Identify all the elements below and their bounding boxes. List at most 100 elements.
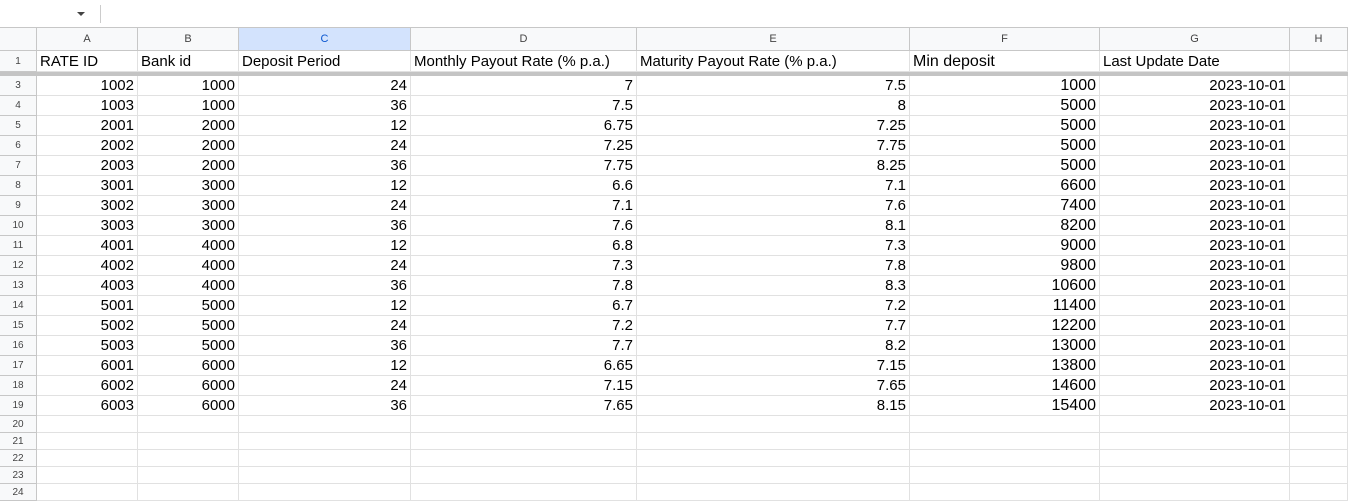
row-number: 15 xyxy=(0,316,37,336)
cell: 24 xyxy=(239,256,411,276)
row-number: 20 xyxy=(0,416,37,433)
cell: 9800 xyxy=(910,256,1100,276)
cell: 6.6 xyxy=(411,176,637,196)
dropdown-arrow[interactable] xyxy=(76,10,86,18)
cell: 12 xyxy=(239,116,411,136)
cell: 36 xyxy=(239,396,411,416)
cell: 2023-10-01 xyxy=(1100,316,1290,336)
cell: 2003 xyxy=(37,156,138,176)
cell: 7.1 xyxy=(411,196,637,216)
empty-cell xyxy=(138,484,239,501)
empty-cell xyxy=(1290,376,1348,396)
cell: 6002 xyxy=(37,376,138,396)
empty-cell xyxy=(1290,336,1348,356)
empty-cell xyxy=(1290,156,1348,176)
cell: 4003 xyxy=(37,276,138,296)
cell: 4000 xyxy=(138,256,239,276)
cell: 5002 xyxy=(37,316,138,336)
empty-cell xyxy=(1290,136,1348,156)
cell: 2023-10-01 xyxy=(1100,96,1290,116)
cell: 2023-10-01 xyxy=(1100,276,1290,296)
cell: Last Update Date xyxy=(1100,51,1290,72)
cell: 3000 xyxy=(138,196,239,216)
column-header: B xyxy=(138,28,239,51)
cell: 7.3 xyxy=(637,236,910,256)
cell: 5000 xyxy=(910,156,1100,176)
formula-bar xyxy=(0,0,1348,28)
empty-cell xyxy=(637,450,910,467)
cell: 36 xyxy=(239,96,411,116)
cell: 5000 xyxy=(138,336,239,356)
cell: 4001 xyxy=(37,236,138,256)
empty-cell xyxy=(1290,467,1348,484)
empty-cell xyxy=(239,416,411,433)
empty-cell xyxy=(1100,450,1290,467)
cell: 7.75 xyxy=(637,136,910,156)
row-number: 23 xyxy=(0,467,37,484)
cell: 24 xyxy=(239,376,411,396)
cell: 2023-10-01 xyxy=(1100,196,1290,216)
cell: Maturity Payout Rate (% p.a.) xyxy=(637,51,910,72)
cell: 6.8 xyxy=(411,236,637,256)
cell: Monthly Payout Rate (% p.a.) xyxy=(411,51,637,72)
empty-cell xyxy=(138,416,239,433)
empty-cell xyxy=(637,467,910,484)
empty-cell xyxy=(637,416,910,433)
cell: 6000 xyxy=(138,396,239,416)
column-header: G xyxy=(1100,28,1290,51)
cell: 12 xyxy=(239,176,411,196)
cell: 9000 xyxy=(910,236,1100,256)
row-number: 8 xyxy=(0,176,37,196)
cell: 1002 xyxy=(37,76,138,96)
cell: 5000 xyxy=(910,116,1100,136)
cell: 4000 xyxy=(138,236,239,256)
cell: RATE ID xyxy=(37,51,138,72)
cell: 36 xyxy=(239,156,411,176)
row-number: 1 xyxy=(0,51,37,72)
empty-cell xyxy=(1290,484,1348,501)
empty-cell xyxy=(910,416,1100,433)
cell: 2023-10-01 xyxy=(1100,116,1290,136)
empty-cell xyxy=(239,467,411,484)
cell: 7.15 xyxy=(411,376,637,396)
corner xyxy=(0,28,37,51)
cell: 2023-10-01 xyxy=(1100,216,1290,236)
empty-cell xyxy=(37,484,138,501)
empty-cell xyxy=(910,433,1100,450)
row-number: 17 xyxy=(0,356,37,376)
cell: 12 xyxy=(239,356,411,376)
cell: 12200 xyxy=(910,316,1100,336)
empty-cell xyxy=(37,450,138,467)
cell: 8.15 xyxy=(637,396,910,416)
cell: 7.2 xyxy=(637,296,910,316)
cell: Deposit Period xyxy=(239,51,411,72)
cell: 7.8 xyxy=(637,256,910,276)
row-number: 19 xyxy=(0,396,37,416)
cell: 3000 xyxy=(138,176,239,196)
empty-cell xyxy=(411,450,637,467)
cell: 7 xyxy=(411,76,637,96)
empty-cell xyxy=(1290,433,1348,450)
column-header: D xyxy=(411,28,637,51)
empty-cell xyxy=(1290,356,1348,376)
cell: 11400 xyxy=(910,296,1100,316)
empty-cell xyxy=(637,433,910,450)
empty-cell xyxy=(37,467,138,484)
empty-cell xyxy=(1290,116,1348,136)
empty-cell xyxy=(1290,256,1348,276)
cell: 13000 xyxy=(910,336,1100,356)
cell: 2023-10-01 xyxy=(1100,136,1290,156)
cell: 2000 xyxy=(138,116,239,136)
empty-cell xyxy=(37,416,138,433)
row-number: 11 xyxy=(0,236,37,256)
cell: 7.6 xyxy=(637,196,910,216)
cell: 2001 xyxy=(37,116,138,136)
cell: 6.65 xyxy=(411,356,637,376)
empty-cell xyxy=(239,433,411,450)
empty-cell xyxy=(1290,396,1348,416)
cell: 2023-10-01 xyxy=(1100,356,1290,376)
cell: 4002 xyxy=(37,256,138,276)
empty-cell xyxy=(1290,450,1348,467)
cell: 7.7 xyxy=(637,316,910,336)
cell: 3002 xyxy=(37,196,138,216)
